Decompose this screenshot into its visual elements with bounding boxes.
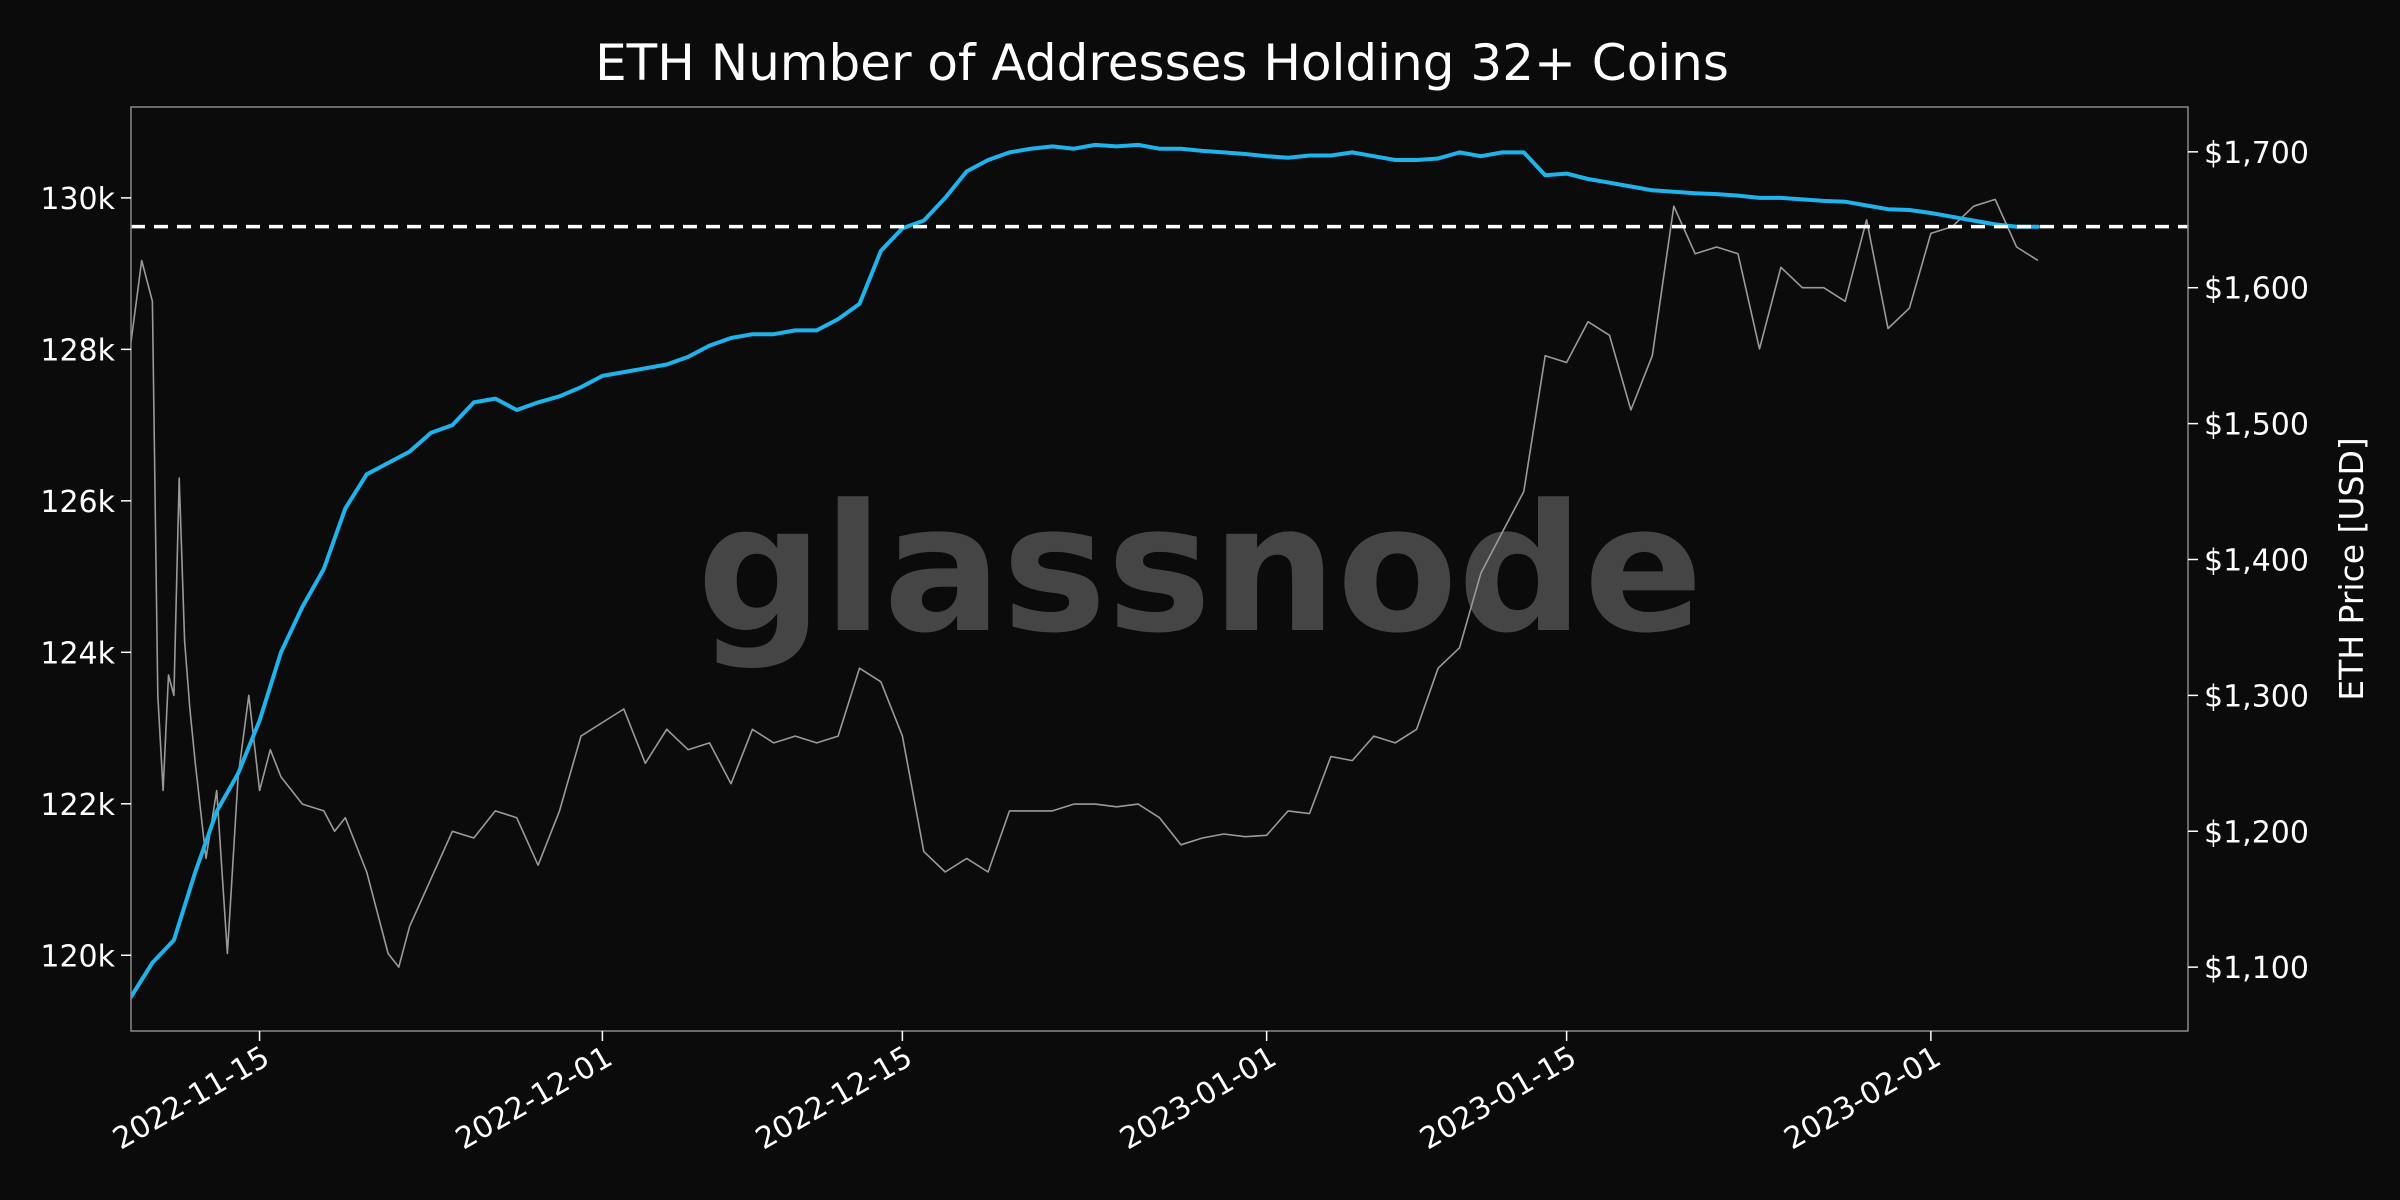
y-right-tick-label: $1,100 bbox=[2204, 951, 2309, 986]
series-line-eth-price bbox=[131, 198, 2039, 968]
right-axis-label: ETH Price [USD] bbox=[2332, 437, 2371, 701]
plot-frame bbox=[130, 106, 2189, 1032]
y-right-tick-label: $1,700 bbox=[2204, 136, 2309, 171]
y-left-tick-label: 120k bbox=[40, 939, 115, 974]
y-right-tick-label: $1,400 bbox=[2204, 543, 2309, 578]
y-left-tick-label: 124k bbox=[40, 636, 115, 671]
y-right-tick-label: $1,300 bbox=[2204, 679, 2309, 714]
y-left-tick-label: 122k bbox=[40, 788, 115, 823]
y-left-tick-label: 128k bbox=[40, 333, 115, 368]
y-right-tick-label: $1,500 bbox=[2204, 408, 2309, 443]
y-left-tick-label: 126k bbox=[40, 485, 115, 520]
y-right-tick-label: $1,200 bbox=[2204, 815, 2309, 850]
y-right-tick-label: $1,600 bbox=[2204, 272, 2309, 307]
watermark: glassnode bbox=[697, 467, 1703, 672]
y-left-tick-label: 130k bbox=[40, 182, 115, 217]
series-line-addresses bbox=[131, 142, 2040, 999]
chart-title: ETH Number of Addresses Holding 32+ Coin… bbox=[595, 34, 1729, 92]
